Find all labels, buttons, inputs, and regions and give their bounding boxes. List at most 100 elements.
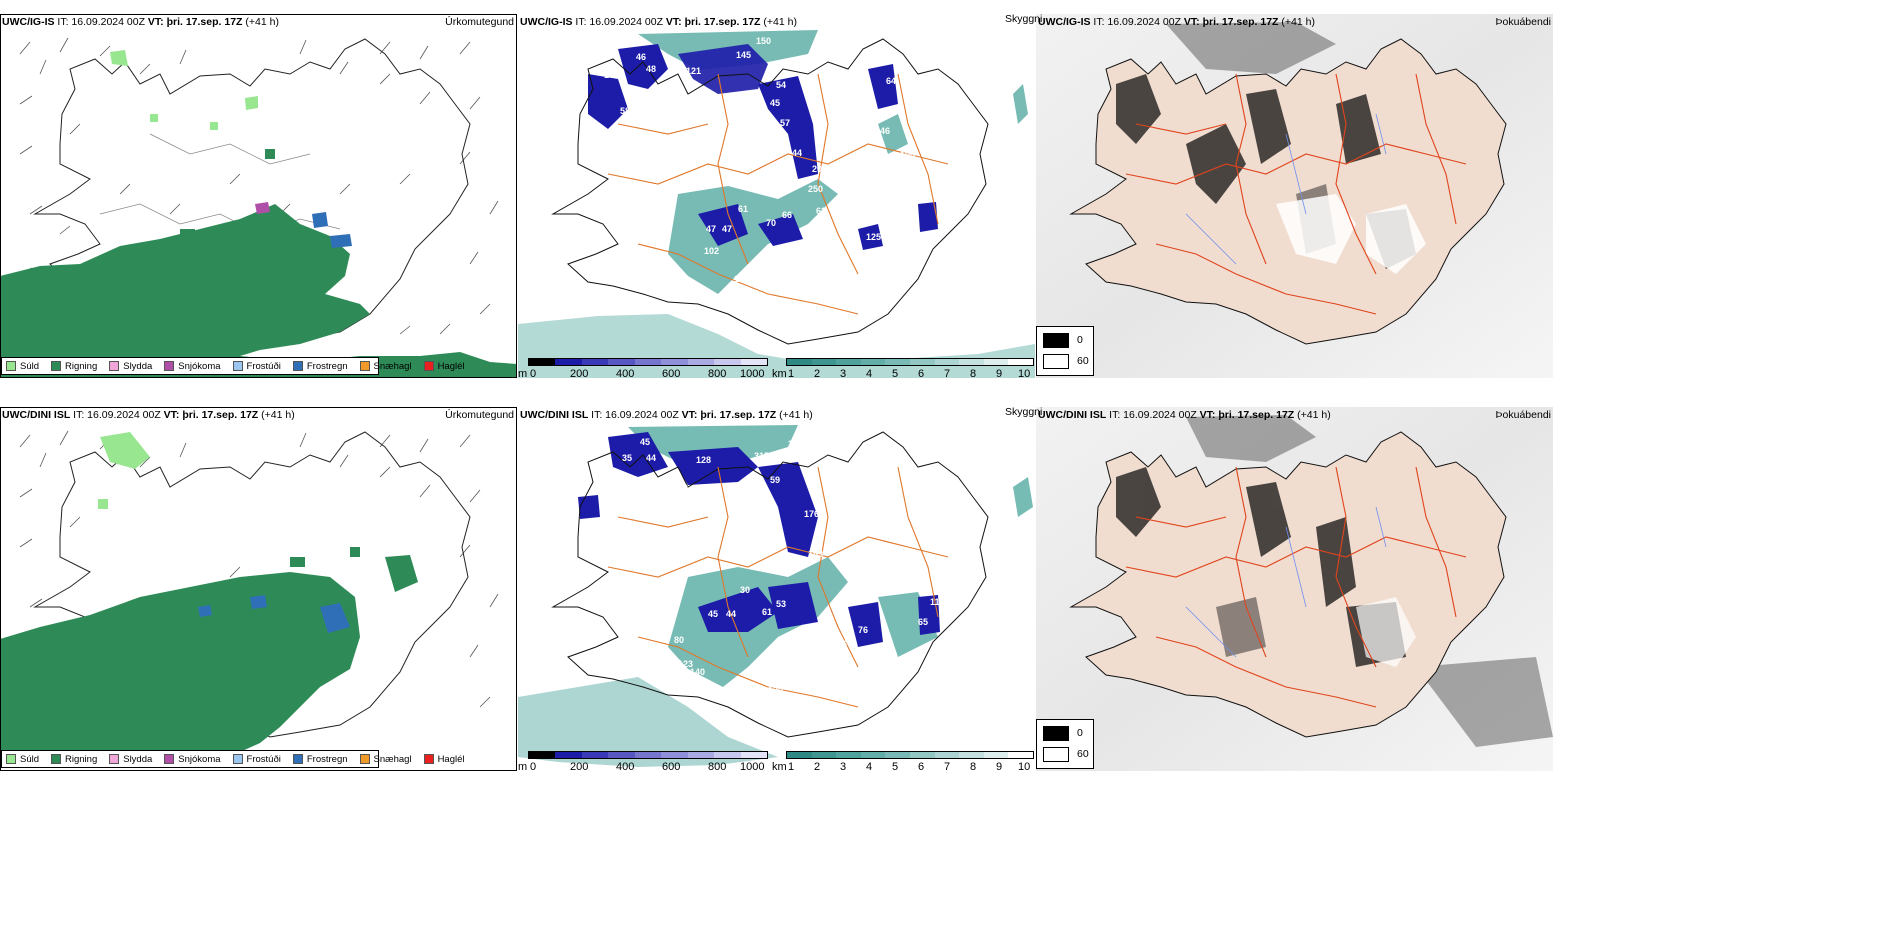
- legend-label: Frostregn: [306, 753, 348, 765]
- valid-time: VT: þri. 17.sep. 17Z: [665, 16, 761, 28]
- ceiling-tick: 400: [616, 761, 635, 771]
- ceiling-unit: m: [518, 761, 528, 771]
- ceiling-value-label: 66: [782, 210, 792, 220]
- ceiling-colorbar-gradient: [528, 751, 768, 759]
- lead-time: (+41 h): [261, 409, 295, 421]
- legend-swatch: [232, 361, 243, 371]
- ceiling-colorbar: m 0 200 400 600 800 1000: [518, 358, 768, 378]
- visibility-tick: 2: [814, 368, 821, 378]
- ceiling-colorbar: m 0 200 400 600 800 1000: [518, 751, 768, 771]
- legend-swatch: [6, 754, 16, 764]
- init-time: IT: 16.09.2024 00Z: [575, 16, 663, 28]
- legend-label: Haglél: [437, 753, 465, 765]
- legend-item: Frostregn: [292, 753, 348, 765]
- lead-time: (+41 h): [763, 16, 797, 28]
- ceiling-value-label: 63: [816, 206, 826, 216]
- fog-legend-swatch-high: [1043, 747, 1069, 762]
- lead-time: (+41 h): [245, 16, 279, 28]
- init-time: IT: 16.09.2024 00Z: [73, 409, 161, 421]
- ceiling-tick: 1000: [740, 368, 765, 378]
- legend-item: Haglél: [423, 361, 465, 372]
- fog-legend-high: 60: [1077, 355, 1089, 367]
- init-time: IT: 16.09.2024 00Z: [591, 409, 679, 421]
- visibility-tick: 3: [840, 368, 847, 378]
- panel-title-right: Þokuábendi: [1495, 409, 1551, 421]
- legend-item: Slydda: [109, 361, 152, 372]
- legend-swatch: [164, 361, 175, 371]
- legend-swatch: [164, 754, 175, 764]
- road-network: [1125, 466, 1467, 708]
- fog-index-map-row1: UWC/IG-IS IT: 16.09.2024 00Z VT: þri. 17…: [1036, 14, 1553, 378]
- legend-item: Frostúði: [232, 360, 281, 372]
- visibility-colorbar: km 1 2 3 4 5 6 7 8 9 10: [772, 358, 1034, 378]
- visibility-colorbar: km 1 2 3 4 5 6 7 8 9 10: [772, 751, 1034, 771]
- legend-swatch: [6, 361, 16, 371]
- visibility-tick: 2: [814, 761, 821, 771]
- visibility-colorbar-gradient: [786, 751, 1034, 759]
- legend-label: Snæhagl: [373, 753, 412, 765]
- ceiling-value-label: 91: [628, 501, 638, 511]
- ceiling-value-label: 44: [646, 453, 656, 463]
- ceiling-value-label: 46: [880, 126, 890, 136]
- ceiling-value-label: 71: [664, 282, 674, 292]
- legend-item: Frostregn: [292, 361, 348, 372]
- legend-label: Frostúði: [246, 360, 281, 372]
- model-name: UWC/IG-IS: [2, 16, 55, 28]
- ceiling-value-label: 10: [604, 70, 614, 80]
- ceiling-tick: 800: [708, 761, 727, 771]
- visibility-tick: 6: [918, 761, 925, 771]
- model-name: UWC/DINI ISL: [520, 409, 589, 421]
- init-time: IT: 16.09.2024 00Z: [1093, 16, 1181, 28]
- visibility-tick: 5: [892, 368, 899, 378]
- ceiling-value-label: 44: [792, 148, 802, 158]
- precip-map-canvas: [0, 407, 517, 771]
- lead-time: (+41 h): [1297, 409, 1331, 421]
- visibility-tick: 10: [1018, 368, 1031, 378]
- visibility-tick: 10: [1018, 761, 1031, 771]
- legend-label: Súld: [20, 360, 40, 372]
- ceiling-value-label: 46: [636, 52, 646, 62]
- init-time: IT: 16.09.2024 00Z: [1109, 409, 1197, 421]
- legend-swatch: [292, 754, 303, 764]
- init-time: IT: 16.09.2024 00Z: [57, 16, 145, 28]
- ceiling-value-label: 57: [780, 118, 790, 128]
- legend-item: Snæhagl: [359, 753, 412, 765]
- legend-item: Rigning: [51, 361, 97, 372]
- ceiling-value-label: 103: [856, 651, 871, 661]
- ceiling-tick: 800: [708, 368, 727, 378]
- ceiling-visibility-map-row2: 45 35 44 128 315 29 229 50 59 70 91 59 176 153 45 44 61 5…: [518, 407, 1035, 771]
- ceiling-value-label: 55: [730, 128, 740, 138]
- ceiling-value-label: 91: [640, 669, 650, 679]
- ceiling-value-label: 60: [666, 94, 676, 104]
- fog-legend: 0 60: [1036, 719, 1094, 769]
- ceiling-value-label: 62: [782, 282, 792, 292]
- legend-item: Snjókoma: [164, 754, 221, 765]
- ceiling-value-label: 65: [918, 617, 928, 627]
- visibility-tick: 8: [970, 368, 977, 378]
- fog-map-canvas: [1036, 407, 1553, 771]
- legend-swatch: [359, 754, 370, 764]
- visibility-tick: 7: [944, 761, 951, 771]
- visibility-tick: 9: [996, 368, 1003, 378]
- legend-item: Súld: [6, 361, 39, 372]
- model-name: UWC/DINI ISL: [1038, 409, 1107, 421]
- legend-item: Haglél: [423, 753, 465, 765]
- ceiling-value-label: 59: [656, 483, 666, 493]
- ceiling-value-label: 59: [658, 118, 668, 128]
- ceiling-value-label: 64: [886, 76, 896, 86]
- valid-time: VT: þri. 17.sep. 17Z: [163, 409, 259, 421]
- ceiling-value-label: 47: [706, 224, 716, 234]
- ceiling-value-label: 48: [646, 64, 656, 74]
- fog-legend-swatch-high: [1043, 354, 1069, 369]
- valid-time: VT: þri. 17.sep. 17Z: [147, 16, 243, 28]
- ceiling-value-label: 190: [768, 709, 783, 719]
- visibility-tick: 3: [840, 761, 847, 771]
- panel-title-left: UWC/DINI ISL IT: 16.09.2024 00Z VT: þri.…: [2, 409, 295, 421]
- ceiling-value-label: 120: [768, 685, 783, 695]
- ceiling-value-label: 150: [756, 36, 771, 46]
- legend-label: Slydda: [123, 753, 153, 765]
- ceiling-value-label: 128: [696, 455, 711, 465]
- panel-title-left: UWC/DINI ISL IT: 16.09.2024 00Z VT: þri.…: [1038, 409, 1331, 421]
